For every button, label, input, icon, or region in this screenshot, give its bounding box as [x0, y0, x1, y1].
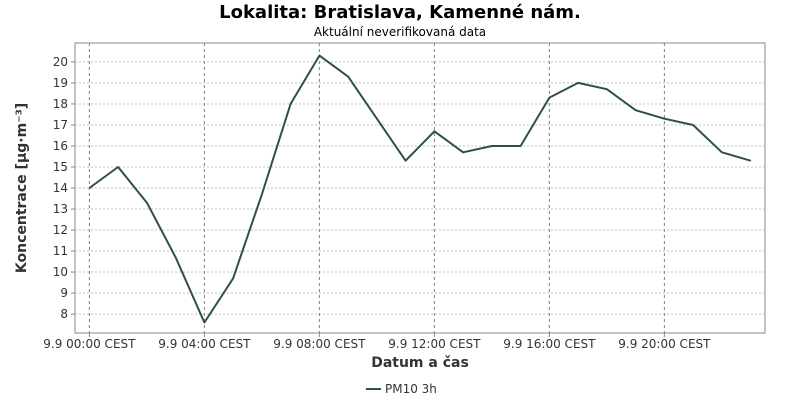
data-point	[318, 55, 320, 57]
grid	[75, 43, 765, 333]
data-point	[750, 160, 752, 162]
x-tick-label: 9.9 20:00 CEST	[618, 337, 711, 351]
x-tick-label: 9.9 12:00 CEST	[388, 337, 481, 351]
data-point	[290, 103, 292, 105]
series-group	[88, 54, 752, 324]
x-tick-label: 9.9 16:00 CEST	[503, 337, 596, 351]
y-tick-label: 14	[53, 181, 68, 195]
y-axis-label: Koncentrace [µg·m⁻³]	[14, 103, 30, 273]
x-axis-label: Datum a čas	[371, 355, 469, 371]
y-tick-label: 19	[53, 76, 68, 90]
x-tick-label: 9.9 00:00 CEST	[43, 337, 136, 351]
y-tick-label: 20	[53, 55, 68, 69]
data-point	[491, 145, 493, 147]
data-point	[721, 151, 723, 153]
data-point	[433, 130, 435, 132]
chart-subtitle: Aktuální neverifikovaná data	[314, 25, 486, 39]
data-point	[692, 124, 694, 126]
legend-label: PM10 3h	[385, 382, 437, 396]
data-point	[376, 118, 378, 120]
y-tick-label: 16	[53, 139, 68, 153]
y-tick-label: 10	[53, 265, 68, 279]
y-tick-label: 8	[60, 307, 68, 321]
chart-title: Lokalita: Bratislava, Kamenné nám.	[219, 2, 581, 23]
y-tick-label: 11	[53, 244, 68, 258]
x-axis: 9.9 00:00 CEST 9.9 04:00 CEST 9.9 08:00 CE…	[43, 333, 711, 351]
data-point	[88, 187, 90, 189]
data-point	[577, 82, 579, 84]
y-axis: 8 9 10 11 12 13 14 15 16 17 18 19 20	[53, 55, 75, 321]
series-line-pm10-3h	[88, 54, 751, 324]
data-point	[232, 277, 234, 279]
data-point	[548, 97, 550, 99]
data-point	[175, 256, 177, 258]
x-tick-label: 9.9 04:00 CEST	[158, 337, 251, 351]
legend: PM10 3h	[366, 382, 437, 396]
y-tick-label: 17	[53, 118, 68, 132]
data-point	[606, 88, 608, 90]
data-point	[261, 193, 263, 195]
data-point	[520, 145, 522, 147]
y-tick-label: 13	[53, 202, 68, 216]
data-point	[663, 118, 665, 120]
y-tick-label: 12	[53, 223, 68, 237]
data-point	[635, 109, 637, 111]
data-point	[203, 321, 205, 323]
y-tick-label: 9	[60, 286, 68, 300]
data-point	[405, 160, 407, 162]
data-point	[347, 76, 349, 78]
x-tick-label: 9.9 08:00 CEST	[273, 337, 366, 351]
y-tick-label: 18	[53, 97, 68, 111]
data-point	[117, 166, 119, 168]
data-point	[146, 202, 148, 204]
y-tick-label: 15	[53, 160, 68, 174]
data-point	[462, 151, 464, 153]
